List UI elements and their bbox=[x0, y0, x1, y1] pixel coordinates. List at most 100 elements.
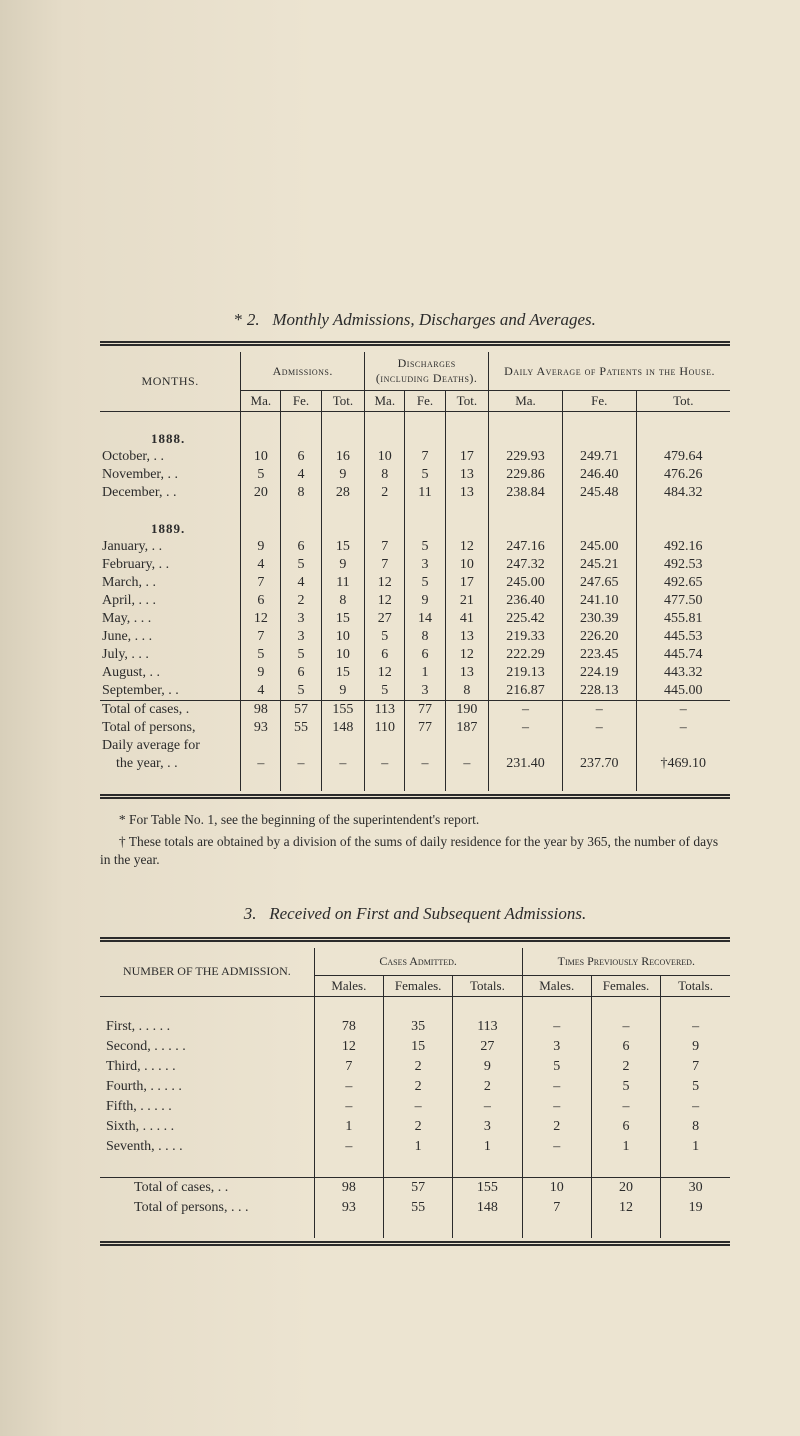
table-cell: 9 bbox=[321, 682, 365, 701]
table-cell bbox=[445, 737, 489, 755]
table-cell: 238.84 bbox=[489, 484, 563, 502]
table-cell: 236.40 bbox=[489, 592, 563, 610]
table-cell: 224.19 bbox=[562, 664, 636, 682]
table-cell bbox=[661, 1157, 730, 1178]
row-label: March, . . bbox=[100, 574, 241, 592]
table-cell: 5 bbox=[405, 466, 445, 484]
row-label: Total of cases, . . bbox=[100, 1177, 314, 1198]
table-cell: 6 bbox=[405, 646, 445, 664]
table-cell: 8 bbox=[661, 1117, 730, 1137]
table-cell: 5 bbox=[405, 574, 445, 592]
row-label bbox=[100, 1218, 314, 1238]
table-cell: 4 bbox=[241, 682, 281, 701]
table-cell: 8 bbox=[405, 628, 445, 646]
row-label: August, . . bbox=[100, 664, 241, 682]
table-cell: 6 bbox=[591, 1117, 660, 1137]
section1-title-text: Monthly Admissions, Discharges and Avera… bbox=[272, 310, 596, 329]
table-cell: – bbox=[522, 1137, 591, 1157]
table-cell bbox=[522, 1218, 591, 1238]
row-label: 1888. bbox=[100, 430, 241, 448]
table-cell: 9 bbox=[661, 1037, 730, 1057]
table-cell bbox=[661, 1218, 730, 1238]
section1-number: 2. bbox=[247, 310, 260, 329]
table-cell bbox=[321, 737, 365, 755]
table-cell: 245.21 bbox=[562, 556, 636, 574]
table-cell bbox=[365, 412, 405, 431]
section2-number: 3. bbox=[244, 904, 257, 923]
table-cell: 10 bbox=[321, 646, 365, 664]
t1-head-daily: Daily Average of Patients in the House. bbox=[489, 352, 730, 391]
table-cell bbox=[314, 1157, 383, 1178]
table-cell: 8 bbox=[365, 466, 405, 484]
table-cell: 229.86 bbox=[489, 466, 563, 484]
row-label bbox=[100, 412, 241, 431]
table-cell bbox=[321, 412, 365, 431]
table-cell: 2 bbox=[281, 592, 321, 610]
table-cell: 12 bbox=[365, 574, 405, 592]
table-cell: 5 bbox=[522, 1057, 591, 1077]
rule-top-table1 bbox=[100, 344, 730, 346]
table-cell bbox=[562, 412, 636, 431]
table-cell: 16 bbox=[321, 448, 365, 466]
table-cell bbox=[405, 737, 445, 755]
table-cell: 1 bbox=[591, 1137, 660, 1157]
table-cell bbox=[365, 737, 405, 755]
table-cell: 7 bbox=[522, 1198, 591, 1218]
table-cell: 246.40 bbox=[562, 466, 636, 484]
table-cell: 2 bbox=[383, 1117, 452, 1137]
table-cell bbox=[522, 996, 591, 1017]
row-label bbox=[100, 502, 241, 520]
table-cell bbox=[562, 430, 636, 448]
table-cell: 20 bbox=[241, 484, 281, 502]
table-cell: – bbox=[314, 1077, 383, 1097]
table-cell: 6 bbox=[281, 448, 321, 466]
row-label: the year, . . bbox=[100, 755, 241, 773]
footnotes: * For Table No. 1, see the beginning of … bbox=[100, 811, 730, 870]
table-cell: 77 bbox=[405, 701, 445, 720]
t2-head-number: NUMBER OF THE ADMISSION. bbox=[100, 948, 314, 997]
table-cell bbox=[489, 737, 563, 755]
table-cell: 98 bbox=[314, 1177, 383, 1198]
table-cell: 55 bbox=[383, 1198, 452, 1218]
table-1: MONTHS. Admissions. Discharges (includin… bbox=[100, 352, 730, 791]
table-cell: 155 bbox=[453, 1177, 522, 1198]
table-cell: 10 bbox=[445, 556, 489, 574]
table-cell bbox=[489, 430, 563, 448]
table-cell: 15 bbox=[383, 1037, 452, 1057]
table-cell bbox=[562, 737, 636, 755]
row-label: November, . . bbox=[100, 466, 241, 484]
table-cell: 10 bbox=[365, 448, 405, 466]
t2-sub-c-m: Males. bbox=[314, 975, 383, 996]
table-cell: 245.48 bbox=[562, 484, 636, 502]
table-cell bbox=[445, 430, 489, 448]
row-label: Daily average for bbox=[100, 737, 241, 755]
table-cell bbox=[321, 502, 365, 520]
table-cell bbox=[281, 773, 321, 791]
t1-head-admissions: Admissions. bbox=[241, 352, 365, 391]
t1-head-months: MONTHS. bbox=[100, 352, 241, 412]
table-cell bbox=[562, 502, 636, 520]
table-cell bbox=[405, 773, 445, 791]
table-cell bbox=[562, 773, 636, 791]
table-cell: – bbox=[321, 755, 365, 773]
table-cell: 3 bbox=[405, 556, 445, 574]
table-cell: 57 bbox=[383, 1177, 452, 1198]
table-cell bbox=[321, 773, 365, 791]
table-cell: 10 bbox=[522, 1177, 591, 1198]
table-cell bbox=[383, 1218, 452, 1238]
section1-asterisk: * bbox=[234, 310, 243, 329]
table-cell: 20 bbox=[591, 1177, 660, 1198]
table-cell: 4 bbox=[281, 574, 321, 592]
table-cell: 492.65 bbox=[636, 574, 730, 592]
row-label: Sixth, . . . . . bbox=[100, 1117, 314, 1137]
table-cell bbox=[281, 520, 321, 538]
table-cell: 17 bbox=[445, 448, 489, 466]
section2-title-text: Received on First and Subsequent Admissi… bbox=[269, 904, 586, 923]
table-cell bbox=[405, 412, 445, 431]
table-cell: 231.40 bbox=[489, 755, 563, 773]
table-cell: 5 bbox=[591, 1077, 660, 1097]
table-cell bbox=[636, 773, 730, 791]
rule-bottom-table1 bbox=[100, 797, 730, 799]
t2-sub-t-f: Females. bbox=[591, 975, 660, 996]
table-cell: 12 bbox=[365, 592, 405, 610]
